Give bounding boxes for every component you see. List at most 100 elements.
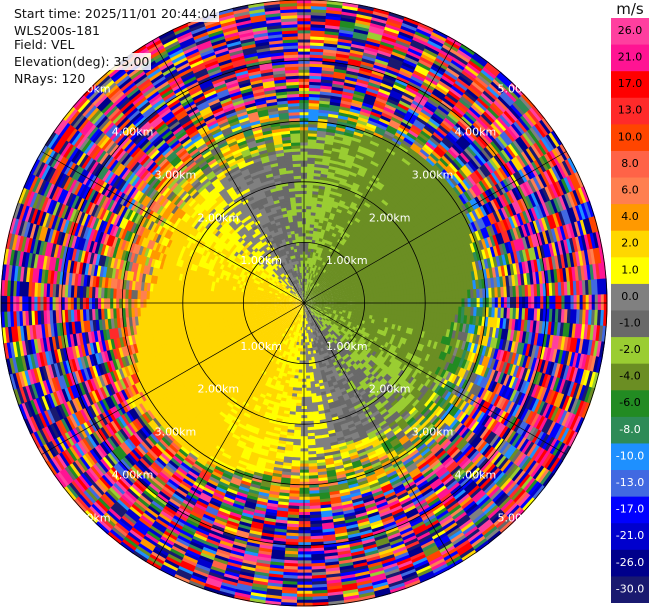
velocity-gate (346, 209, 354, 216)
velocity-gate (309, 298, 313, 301)
velocity-gate (386, 203, 395, 211)
velocity-gate (305, 250, 309, 255)
velocity-gate (437, 104, 451, 116)
velocity-gate (513, 214, 522, 228)
velocity-gate (452, 105, 467, 117)
velocity-gate (378, 88, 392, 97)
velocity-gate (574, 171, 585, 189)
velocity-gate (486, 126, 499, 141)
velocity-gate (506, 190, 516, 205)
velocity-gate (399, 261, 405, 269)
velocity-gate (435, 107, 449, 119)
velocity-gate (332, 144, 342, 150)
velocity-gate (421, 260, 427, 268)
velocity-gate (377, 266, 383, 272)
velocity-gate (306, 300, 311, 302)
velocity-gate (438, 253, 445, 263)
velocity-gate (306, 290, 308, 295)
velocity-gate (421, 146, 433, 156)
velocity-gate (439, 170, 450, 182)
velocity-gate (403, 170, 413, 179)
velocity-gate (357, 72, 372, 80)
velocity-gate (466, 108, 481, 121)
velocity-gate (307, 257, 311, 261)
velocity-gate (336, 160, 346, 167)
velocity-gate (496, 221, 505, 234)
velocity-gate (448, 176, 459, 188)
velocity-gate (467, 174, 478, 187)
velocity-gate (521, 93, 536, 109)
velocity-gate (468, 187, 478, 199)
velocity-gate (470, 221, 479, 233)
velocity-gate (306, 293, 308, 298)
velocity-gate (374, 151, 385, 160)
velocity-gate (402, 91, 417, 101)
velocity-gate (374, 217, 382, 225)
velocity-gate (307, 144, 317, 149)
velocity-gate (421, 252, 428, 261)
velocity-gate (413, 225, 421, 234)
velocity-gate (392, 169, 403, 179)
velocity-gate (484, 214, 493, 227)
velocity-gate (394, 258, 400, 265)
velocity-gate (383, 29, 400, 38)
velocity-gate (354, 87, 368, 94)
velocity-gate (482, 203, 491, 217)
velocity-gate (384, 205, 393, 214)
velocity-gate (331, 83, 345, 89)
velocity-gate (519, 134, 533, 150)
velocity-gate (460, 115, 474, 128)
velocity-gate (427, 119, 440, 131)
velocity-gate (368, 28, 385, 36)
velocity-gate (541, 187, 552, 203)
velocity-gate (423, 159, 435, 170)
velocity-gate (381, 218, 389, 226)
velocity-gate (379, 175, 389, 184)
velocity-gate (309, 275, 312, 280)
velocity-gate (335, 191, 343, 198)
velocity-gate (414, 205, 423, 215)
velocity-gate (332, 178, 341, 184)
velocity-gate (543, 216, 552, 232)
velocity-gate (518, 225, 526, 239)
velocity-gate (400, 64, 416, 74)
velocity-gate (481, 148, 493, 162)
velocity-gate (305, 293, 307, 298)
velocity-gate (315, 290, 319, 294)
velocity-gate (372, 199, 381, 207)
velocity-gate (317, 288, 322, 292)
velocity-gate (308, 275, 311, 280)
velocity-gate (492, 120, 506, 135)
velocity-gate (366, 234, 373, 241)
velocity-gate (305, 232, 310, 237)
velocity-gate (571, 172, 582, 191)
velocity-gate (449, 109, 463, 122)
velocity-gate (401, 61, 418, 71)
velocity-gate (334, 65, 349, 71)
velocity-gate (413, 139, 425, 150)
velocity-gate (312, 276, 315, 281)
velocity-gate (341, 140, 352, 147)
velocity-gate (397, 102, 411, 112)
velocity-gate (311, 245, 315, 250)
velocity-gate (347, 61, 363, 68)
velocity-gate (478, 94, 493, 108)
velocity-gate (378, 212, 386, 220)
velocity-gate (337, 114, 350, 121)
velocity-gate (435, 175, 446, 186)
velocity-gate (433, 109, 447, 121)
velocity-gate (545, 133, 559, 151)
velocity-gate (474, 208, 483, 220)
velocity-gate (304, 269, 307, 273)
velocity-gate (351, 222, 358, 229)
velocity-gate (345, 182, 354, 189)
velocity-gate (449, 249, 456, 260)
velocity-gate (510, 123, 524, 138)
velocity-gate (406, 165, 417, 175)
velocity-gate (309, 293, 313, 297)
velocity-gate (320, 292, 324, 296)
velocity-gate (568, 174, 580, 192)
velocity-gate (369, 113, 382, 122)
velocity-gate (486, 85, 501, 100)
velocity-gate (410, 75, 425, 85)
